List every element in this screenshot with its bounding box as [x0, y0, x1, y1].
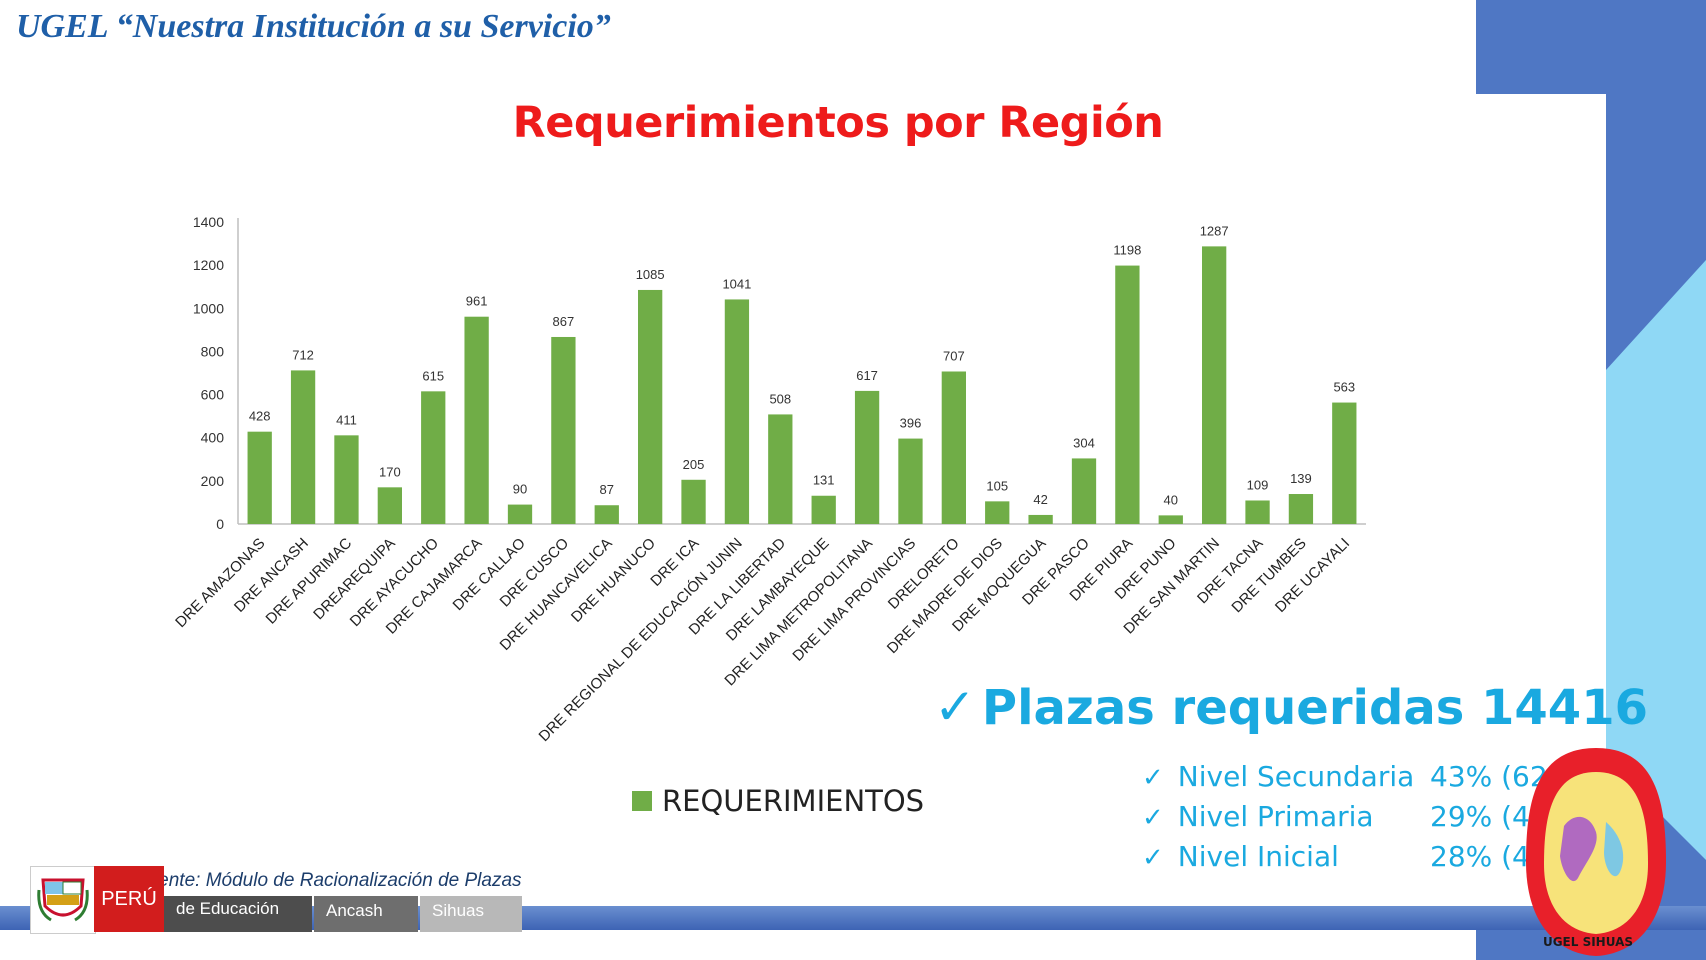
data-label: 90	[513, 482, 527, 497]
data-label: 1287	[1200, 223, 1229, 238]
level-label: Nivel Inicial	[1177, 840, 1339, 873]
bar	[638, 289, 663, 524]
source-note: Fuente: Módulo de Racionalización de Pla…	[136, 870, 522, 891]
level-row: ✓ Nivel Primaria 29% (4171).	[1142, 800, 1603, 833]
level-row: ✓ Nivel Secundaria 43% (6216).	[1142, 760, 1603, 793]
level-label: Nivel Primaria	[1177, 800, 1374, 833]
total-summary: ✓ Plazas requeridas 14416	[934, 678, 1648, 736]
chart-title: Requerimientos por Región	[512, 98, 1164, 148]
data-label: 707	[943, 348, 965, 363]
bar	[1071, 458, 1097, 524]
bar	[594, 505, 619, 524]
bar	[768, 414, 793, 524]
bar	[551, 336, 576, 524]
header-title: UGEL “Nuestra Institución a su Servicio”	[16, 8, 611, 45]
coat-of-arms-icon	[37, 878, 89, 922]
bar	[724, 299, 750, 524]
level-label: Nivel Secundaria	[1177, 760, 1415, 793]
data-label: 615	[422, 368, 444, 383]
level-row: ✓ Nivel Inicial 28% (4029).	[1142, 840, 1603, 873]
peru-brand-label: PERÚ	[94, 866, 164, 932]
legend-label: REQUERIMIENTOS	[662, 784, 925, 818]
y-tick-label: 1200	[193, 257, 224, 273]
decorative-side-panel	[1476, 0, 1706, 960]
check-icon: ✓	[934, 678, 976, 736]
data-label: 170	[379, 464, 401, 479]
bar	[507, 504, 533, 524]
legend-swatch	[632, 791, 652, 811]
bar	[898, 438, 923, 524]
y-tick-label: 600	[201, 387, 225, 403]
data-label: 205	[683, 457, 705, 472]
data-label: 617	[856, 368, 878, 383]
footer-tab-region: Ancash	[314, 896, 418, 932]
data-label: 40	[1164, 492, 1178, 507]
data-label: 87	[600, 482, 614, 497]
y-tick-label: 800	[201, 343, 225, 359]
bar	[334, 435, 359, 524]
data-label: 712	[292, 347, 314, 362]
check-icon: ✓	[1142, 843, 1164, 873]
data-label: 411	[336, 412, 357, 427]
bar	[1202, 246, 1227, 524]
data-label: 867	[553, 314, 575, 329]
bar	[1288, 494, 1314, 524]
data-label: 563	[1333, 380, 1355, 395]
footer-tab-ministerio: de Educación	[164, 896, 312, 932]
bar	[1332, 402, 1357, 524]
data-label: 1198	[1113, 243, 1141, 258]
bar	[811, 495, 836, 524]
data-label: 109	[1247, 477, 1269, 492]
data-label: 1085	[636, 267, 665, 282]
bar	[941, 371, 966, 524]
data-label: 105	[986, 478, 1008, 493]
bar	[290, 370, 316, 524]
bar	[1158, 515, 1183, 524]
bar	[464, 316, 489, 524]
bar	[1245, 500, 1270, 524]
y-tick-label: 1400	[193, 214, 224, 230]
bar	[1028, 514, 1053, 524]
y-tick-label: 400	[201, 430, 225, 446]
bar	[681, 479, 706, 524]
x-tick-label: DRE REGIONAL DE EDUCACIÓN JUNIN	[536, 535, 746, 745]
chart-legend: REQUERIMIENTOS	[632, 784, 924, 818]
x-tick-label: DRE TUMBES	[1228, 535, 1309, 616]
data-label: 961	[466, 294, 488, 309]
check-icon: ✓	[1142, 763, 1164, 793]
bar	[421, 391, 446, 524]
y-tick-label: 200	[201, 473, 225, 489]
y-tick-label: 1000	[193, 300, 224, 316]
data-label: 508	[769, 391, 791, 406]
bar	[247, 431, 272, 524]
bar	[854, 390, 880, 524]
ugel-sihuas-badge-logo: UGEL SIHUAS	[1526, 748, 1666, 956]
data-label: 396	[900, 416, 922, 431]
data-label: 42	[1033, 492, 1047, 507]
check-icon: ✓	[1142, 803, 1164, 833]
peru-coat-of-arms-logo	[30, 866, 96, 934]
y-tick-label: 0	[216, 516, 224, 532]
bar	[377, 487, 402, 524]
bar	[985, 501, 1010, 524]
bar	[1115, 265, 1140, 524]
badge-text: UGEL SIHUAS	[1543, 935, 1633, 949]
data-label: 131	[813, 473, 835, 488]
total-label: Plazas requeridas 14416	[981, 680, 1648, 736]
data-label: 304	[1073, 435, 1095, 450]
data-label: 1041	[722, 276, 751, 291]
x-tick-label: DRE UCAYALI	[1272, 535, 1353, 616]
data-label: 428	[249, 409, 271, 424]
footer-tab-ugel: Sihuas	[420, 896, 522, 932]
data-label: 139	[1290, 471, 1312, 486]
